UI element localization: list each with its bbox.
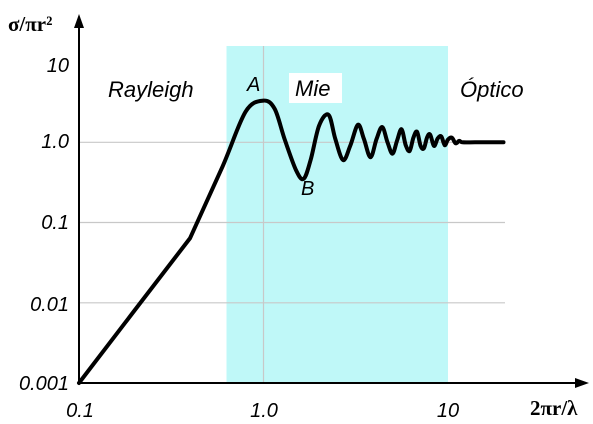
y-tick-label: 1.0	[41, 131, 69, 153]
y-axis-title: σ/πr²	[8, 12, 52, 36]
axes	[74, 14, 589, 388]
mie-label-background	[289, 73, 342, 103]
x-axis-title: 2πr/λ	[530, 396, 578, 420]
x-tick-label: 0.1	[66, 400, 94, 422]
y-tick-label: 0.1	[41, 212, 69, 234]
point-label-b: B	[301, 178, 314, 200]
x-tick-label: 1.0	[250, 400, 278, 422]
region-label-rayleigh: Rayleigh	[108, 77, 194, 102]
cross-section-curve	[77, 98, 506, 385]
region-label-mie: Mie	[295, 76, 330, 101]
y-axis-arrow	[74, 14, 84, 28]
x-tick-label: 10	[437, 400, 459, 422]
point-label-a: A	[246, 74, 260, 96]
region-label-optico: Óptico	[460, 77, 524, 102]
y-tick-label: 10	[47, 55, 69, 77]
x-axis-arrow	[575, 378, 589, 388]
x-tick-labels: 0.1 1.0 10	[66, 400, 459, 422]
y-tick-labels: 10 1.0 0.1 0.01 0.001	[19, 55, 69, 395]
y-tick-label: 0.001	[19, 373, 69, 395]
y-tick-label: 0.01	[30, 294, 69, 316]
